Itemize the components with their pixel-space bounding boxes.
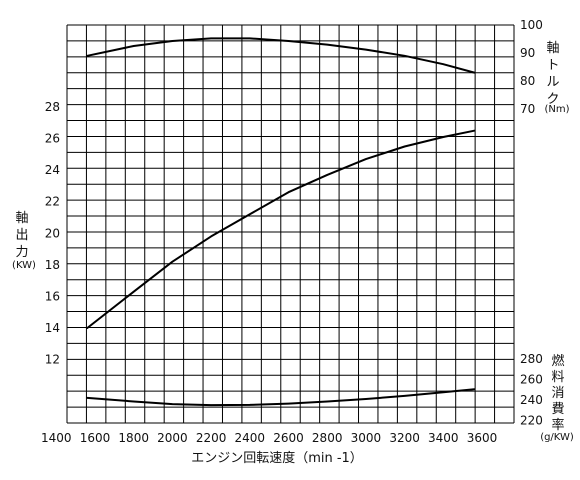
chart-curves (86, 37, 476, 407)
x-tick-label: 1600 (80, 431, 111, 445)
x-tick-label: 3200 (389, 431, 420, 445)
power-tick-label: 24 (45, 163, 60, 177)
x-tick-label: 2000 (157, 431, 188, 445)
x-tick-label: 1800 (118, 431, 149, 445)
torque-axis-title: 軸トルク (546, 41, 559, 107)
power-tick-label: 18 (45, 258, 60, 272)
x-tick-label: 3600 (467, 431, 498, 445)
x-tick-label: 2200 (196, 431, 227, 445)
power-tick-label: 20 (45, 226, 60, 240)
x-axis-label: エンジン回転速度（min -1） (191, 450, 363, 466)
x-tick-label: 2600 (273, 431, 304, 445)
power-tick-label: 12 (45, 353, 60, 367)
power-tick-label: 26 (45, 132, 60, 146)
x-tick-label: 3400 (428, 431, 459, 445)
power-axis-unit: (KW) (12, 260, 36, 271)
power-curve (86, 129, 476, 329)
power-tick-label: 22 (45, 195, 60, 209)
chart-tick-labels: 1400 1600 1800 2000 2200 2400 2600 2800 3000 3200… (41, 18, 543, 445)
power-tick-label: 16 (45, 289, 60, 303)
power-axis-title: 軸出力 (15, 211, 28, 260)
power-tick-label: 28 (45, 100, 60, 114)
consumption-axis-title: 燃料消費率 (551, 353, 564, 433)
x-tick-label: 1400 (41, 431, 72, 445)
consumption-tick-label: 240 (520, 393, 543, 407)
chart-grid (66, 24, 515, 424)
power-tick-label: 14 (45, 321, 60, 335)
x-tick-label: 2800 (312, 431, 343, 445)
torque-tick-label: 90 (520, 46, 535, 60)
torque-axis-unit: (Nm) (544, 104, 569, 115)
consumption-tick-label: 260 (520, 373, 543, 387)
consumption-axis-unit: (g/KW) (540, 432, 574, 443)
torque-tick-label: 70 (520, 102, 535, 116)
x-tick-label: 2400 (235, 431, 266, 445)
torque-curve (86, 37, 476, 74)
torque-tick-label: 80 (520, 74, 535, 88)
x-tick-label: 3000 (351, 431, 382, 445)
consumption-curve (86, 388, 476, 407)
consumption-tick-label: 220 (520, 414, 543, 428)
torque-tick-label: 100 (520, 18, 543, 32)
consumption-tick-label: 280 (520, 352, 543, 366)
